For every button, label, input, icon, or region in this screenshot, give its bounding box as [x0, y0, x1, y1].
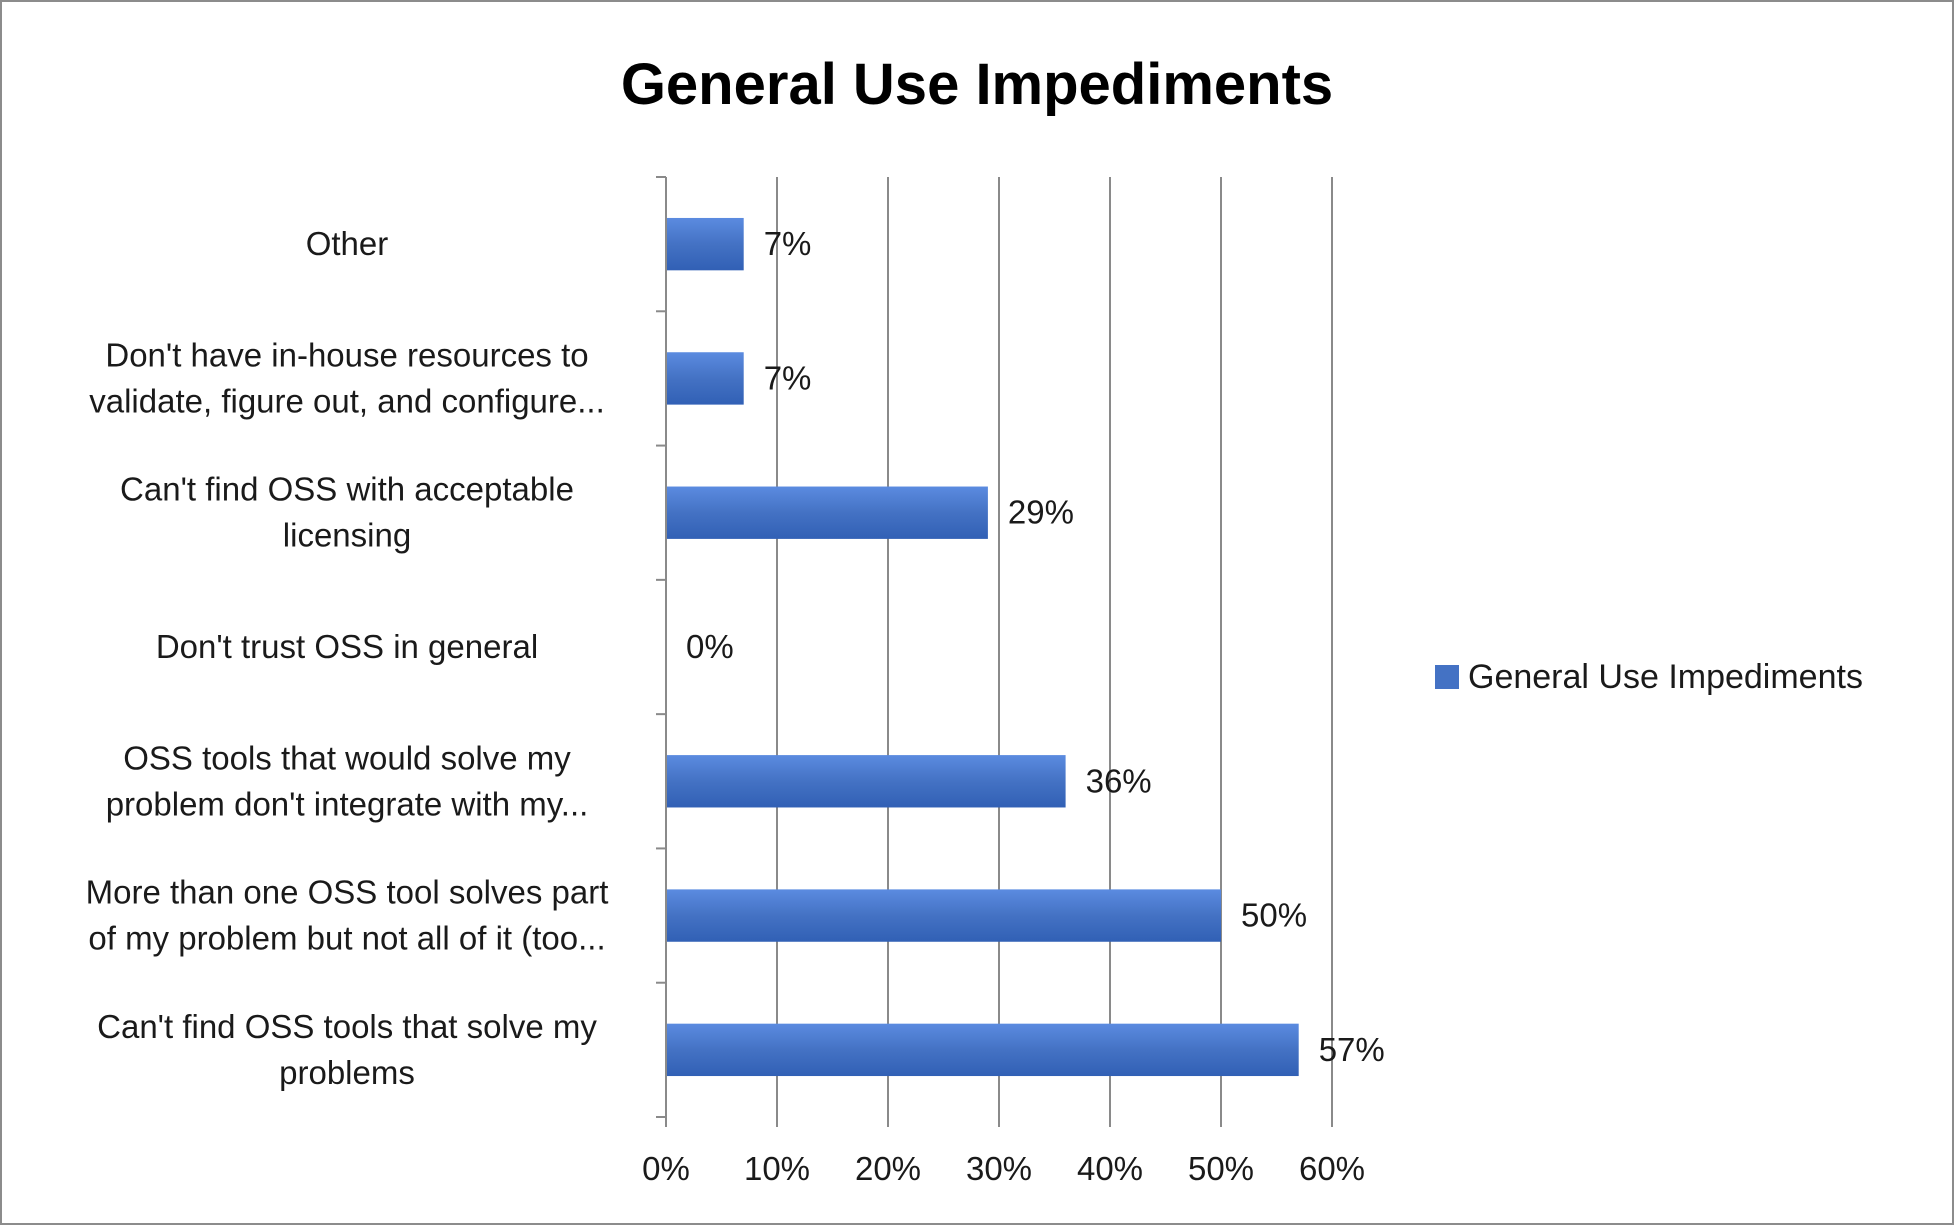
- x-tick-label: 40%: [1077, 1150, 1143, 1187]
- x-tick-label: 0%: [642, 1150, 690, 1187]
- bar: [666, 755, 1066, 808]
- chart-title: General Use Impediments: [621, 52, 1333, 117]
- bars: [666, 217, 1299, 1077]
- bar: [666, 1023, 1299, 1077]
- bar: [666, 217, 744, 271]
- category-label: More than one OSS tool solves part of my …: [86, 874, 609, 957]
- category-label: Don't have in-house resources to validate…: [89, 336, 605, 419]
- data-label: 36%: [1086, 762, 1152, 799]
- axes: [656, 176, 1333, 1127]
- data-label: 57%: [1319, 1031, 1385, 1068]
- x-tick-label: 60%: [1299, 1150, 1365, 1187]
- x-tick-label: 20%: [855, 1150, 921, 1187]
- legend-label: General Use Impediments: [1468, 658, 1863, 696]
- bar: [666, 889, 1221, 942]
- category-label: Other: [306, 225, 389, 262]
- category-label: Can't find OSS tools that solve my proble…: [97, 1008, 597, 1091]
- x-tick-label: 50%: [1188, 1150, 1254, 1187]
- bar: [666, 486, 988, 539]
- legend-swatch: [1435, 665, 1459, 689]
- x-tick-label: 30%: [966, 1150, 1032, 1187]
- gridlines: [776, 177, 1333, 1117]
- legend: General Use Impediments: [1435, 658, 1863, 696]
- bar: [666, 352, 744, 405]
- category-label: Can't find OSS with acceptable licensing: [120, 471, 574, 554]
- data-label: 50%: [1241, 897, 1307, 934]
- data-label: 7%: [764, 359, 812, 396]
- data-label: 29%: [1008, 494, 1074, 531]
- category-label: Don't trust OSS in general: [156, 628, 538, 665]
- data-label: 7%: [764, 225, 812, 262]
- labels: 0% 10% 20% 30% 40% 50% 60% 7% Other 7% Don't have …: [86, 225, 1385, 1187]
- category-label: OSS tools that would solve my problem don…: [106, 739, 589, 822]
- data-label: 0%: [686, 628, 734, 665]
- x-tick-label: 10%: [744, 1150, 810, 1187]
